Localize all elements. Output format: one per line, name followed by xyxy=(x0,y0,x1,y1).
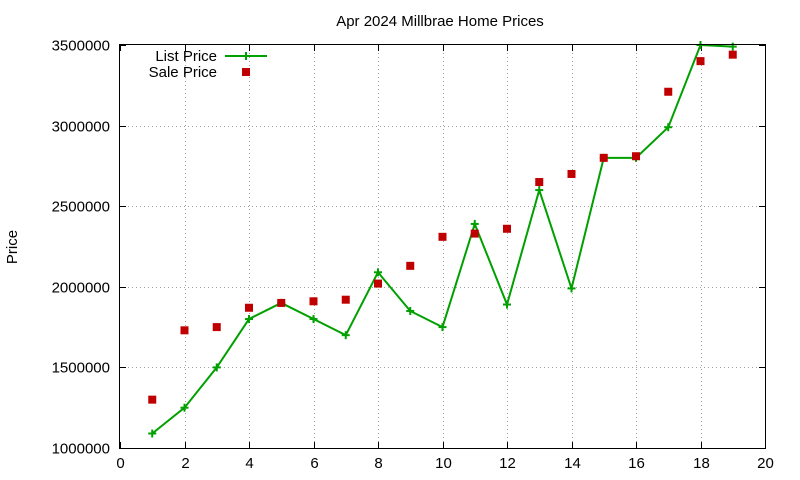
y-tick-label: 3500000 xyxy=(52,38,110,55)
y-tick-label: 1500000 xyxy=(52,360,110,377)
sale-price-point xyxy=(696,57,705,66)
x-tick-label: 0 xyxy=(116,455,124,472)
sale-price-point xyxy=(567,169,576,178)
list-price-point xyxy=(728,42,737,51)
list-price-point xyxy=(664,123,673,132)
list-price-point xyxy=(212,363,221,372)
sale-price-point xyxy=(341,295,350,304)
x-tick-label: 10 xyxy=(435,455,452,472)
legend-label-list-price: List Price xyxy=(155,48,217,65)
sale-price-point xyxy=(535,178,544,187)
list-price-point xyxy=(567,284,576,293)
sale-price-point xyxy=(245,303,253,312)
y-tick-label: 2500000 xyxy=(52,199,110,216)
x-tick-label: 8 xyxy=(374,455,382,472)
list-price-point xyxy=(374,268,382,277)
x-tick-label: 18 xyxy=(693,455,710,472)
y-tick-label: 1000000 xyxy=(52,441,110,458)
list-price-point xyxy=(503,300,511,309)
x-tick-label: 16 xyxy=(628,455,645,472)
legend: List Price Sale Price xyxy=(149,48,267,81)
list-price-point xyxy=(245,315,253,324)
y-tick-label: 2000000 xyxy=(52,280,110,297)
chart-title: Apr 2024 Millbrae Home Prices xyxy=(336,13,544,30)
y-axis-label: Price xyxy=(4,230,21,264)
sale-price-point xyxy=(309,297,318,306)
sale-price-point xyxy=(664,87,673,96)
sale-price-point xyxy=(212,323,221,332)
list-price-point xyxy=(470,219,479,228)
sale-price-point xyxy=(503,224,511,233)
y-tick-label: 3000000 xyxy=(52,119,110,136)
x-tick-label: 6 xyxy=(310,455,318,472)
sale-price-point xyxy=(180,326,189,335)
sale-price-point xyxy=(277,298,286,307)
sale-price-point xyxy=(599,153,608,162)
legend-marker-sale-price xyxy=(242,68,250,76)
x-tick-label: 20 xyxy=(757,455,774,472)
list-price-point xyxy=(180,403,189,412)
x-tick-label: 14 xyxy=(564,455,581,472)
grid xyxy=(120,45,765,448)
x-tick-label: 4 xyxy=(245,455,253,472)
sale-price-point xyxy=(374,279,382,288)
sale-price-point xyxy=(728,50,737,59)
sale-price-point xyxy=(406,261,415,270)
list-price-point xyxy=(341,331,350,340)
sale-price-point xyxy=(632,152,640,161)
list-price-point xyxy=(438,323,447,332)
list-price-point xyxy=(148,429,157,438)
x-tick-label: 12 xyxy=(499,455,516,472)
legend-marker-list-price xyxy=(242,52,250,60)
plot-frame xyxy=(119,44,766,449)
axis-ticks: 0 2 4 6 8 10 12 14 16 18 20 1000000 1500000 2000000 25… xyxy=(52,38,774,473)
sale-price-point xyxy=(148,395,157,404)
x-tick-label: 2 xyxy=(181,455,189,472)
list-price-point xyxy=(406,306,415,315)
legend-label-sale-price: Sale Price xyxy=(149,64,217,81)
sale-price-point xyxy=(438,232,447,241)
list-price-point xyxy=(309,315,318,324)
series xyxy=(148,41,737,438)
sale-price-point xyxy=(470,229,479,238)
list-price-point xyxy=(535,186,544,195)
